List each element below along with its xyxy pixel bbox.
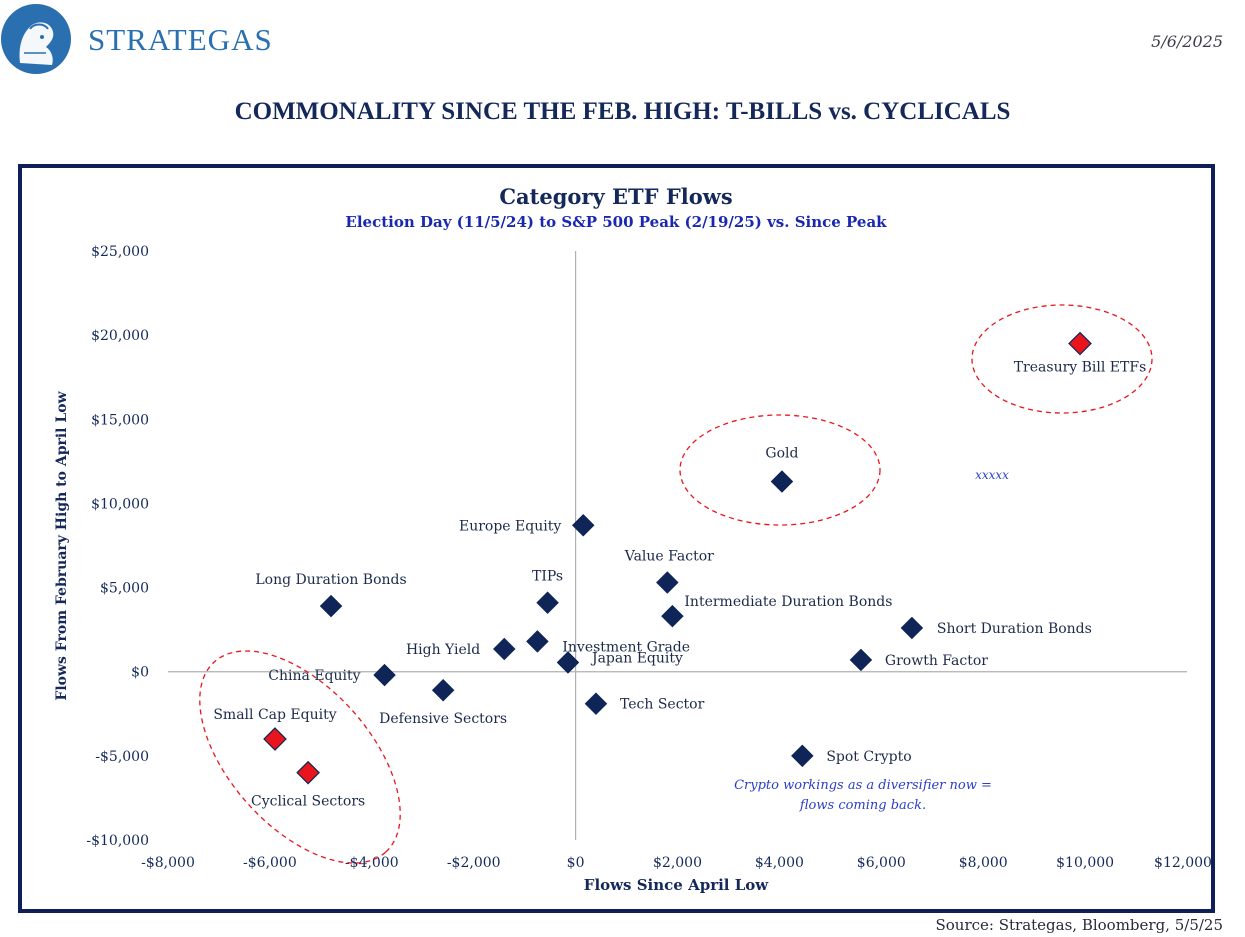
data-point-label: Gold (765, 446, 798, 462)
data-point-label: Small Cap Equity (213, 707, 336, 723)
data-point-marker (661, 604, 684, 628)
x-tick-label: $0 (567, 855, 585, 871)
data-point-label: High Yield (406, 642, 480, 658)
x-tick-label: $10,000 (1056, 855, 1114, 871)
data-point-marker (900, 616, 924, 640)
data-point-marker (790, 744, 814, 768)
treasury-highlight-ellipse (971, 304, 1153, 414)
data-point-marker (263, 727, 287, 751)
y-tick-label: $5,000 (100, 581, 149, 597)
data-point-marker (770, 470, 794, 493)
page-headline: COMMONALITY SINCE THE FEB. HIGH: T-BILLS… (234, 98, 1011, 125)
x-tick-label: $6,000 (857, 855, 906, 871)
y-tick-label: -$10,000 (86, 833, 149, 849)
report-date: 5/6/2025 (1151, 32, 1223, 51)
data-point-marker (849, 648, 873, 672)
x-tick-label: -$8,000 (141, 855, 195, 871)
y-tick-label: $20,000 (91, 328, 149, 344)
scatter-chart: Category ETF Flows Election Day (11/5/24)… (54, 184, 1211, 894)
chart-frame: Category ETF Flows Election Day (11/5/24)… (18, 164, 1215, 913)
brand-name: STRATEGAS (88, 22, 273, 57)
source-note: Source: Strategas, Bloomberg, 5/5/25 (935, 916, 1223, 934)
x-tick-label: -$6,000 (243, 855, 297, 871)
data-point-marker (571, 513, 595, 537)
data-point-label: Growth Factor (885, 653, 988, 669)
data-point-marker (296, 760, 320, 785)
y-tick-label: $0 (131, 665, 149, 681)
data-point-label: Cyclical Sectors (251, 794, 365, 810)
data-point-label: Long Duration Bonds (255, 572, 406, 588)
placeholder-annotation: xxxxx (975, 468, 1009, 482)
y-tick-label: -$5,000 (95, 749, 149, 765)
x-axis-title: Flows Since April Low (584, 876, 769, 894)
x-tick-label: -$2,000 (447, 855, 501, 871)
y-tick-label: $10,000 (91, 496, 149, 512)
data-point-label: Short Duration Bonds (937, 621, 1092, 637)
data-point-label: Europe Equity (459, 518, 561, 534)
data-point-marker (536, 591, 559, 615)
gold-highlight-ellipse (679, 414, 881, 526)
data-point-label: Investment Grade (562, 639, 690, 655)
x-tick-label: $2,000 (653, 855, 702, 871)
y-axis-title: Flows From February High to April Low (54, 390, 70, 700)
data-point-label: Treasury Bill ETFs (1014, 360, 1147, 376)
data-point-marker (584, 692, 608, 716)
data-point-marker (373, 663, 396, 687)
data-point-label: Tech Sector (620, 697, 705, 713)
data-point-marker (556, 651, 580, 674)
data-point-marker (655, 571, 679, 594)
y-tick-label: $25,000 (91, 244, 149, 260)
cyclicals-highlight-ellipse (199, 650, 401, 864)
data-point-marker (1068, 331, 1092, 356)
data-point-label: Spot Crypto (826, 749, 911, 765)
data-point-label: Intermediate Duration Bonds (684, 594, 892, 610)
data-point-marker (431, 678, 455, 702)
data-point-marker (492, 637, 516, 661)
x-tick-label: $12,000 (1154, 855, 1211, 871)
data-point-label: Value Factor (624, 549, 714, 565)
strategas-logo (1, 4, 71, 74)
x-tick-label: -$4,000 (345, 855, 399, 871)
data-point-label: Japan Equity (590, 650, 683, 666)
crypto-annotation-line1: Crypto workings as a diversifier now = (734, 778, 992, 793)
chart-subtitle: Election Day (11/5/24) to S&P 500 Peak (… (345, 213, 887, 231)
data-point-marker (526, 630, 549, 653)
chart-title: Category ETF Flows (499, 184, 732, 209)
x-tick-label: $8,000 (959, 855, 1008, 871)
data-point-label: TIPs (532, 569, 563, 585)
crypto-annotation-line2: flows coming back. (799, 798, 926, 813)
x-tick-label: $4,000 (755, 855, 804, 871)
data-point-label: Defensive Sectors (379, 711, 507, 727)
data-point-label: China Equity (268, 668, 360, 684)
y-tick-label: $15,000 (91, 412, 149, 428)
data-point-marker (319, 594, 343, 618)
